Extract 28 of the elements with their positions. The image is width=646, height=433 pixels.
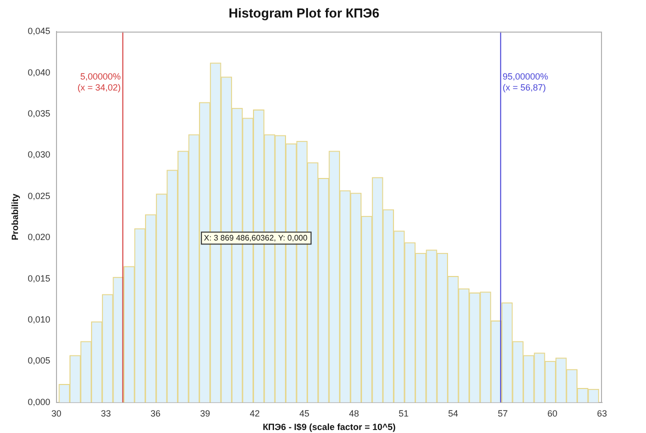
x-tick-label: 51 [398, 408, 409, 418]
y-tick-label: 0,000 [28, 396, 50, 407]
x-tick-label: 60 [547, 408, 558, 418]
y-tick-label: 0,030 [28, 150, 50, 160]
annotation: X: 3 869 486,60362, Y: 0,000 [204, 233, 308, 242]
x-tick-label: 57 [498, 408, 508, 418]
x-tick-label: 48 [348, 408, 359, 418]
y-axis-title: Probability [10, 194, 20, 240]
x-tick-label: 54 [448, 408, 458, 418]
y-tick-label: 0,025 [28, 190, 50, 201]
ref-line-label: 5,00000% (x = 34,02) [78, 72, 121, 93]
x-tick-label: 33 [100, 408, 111, 418]
y-tick-label: 0,005 [28, 356, 50, 366]
x-tick-label: 63 [596, 408, 608, 418]
ref-line-label: 95,00000% (x = 56,87) [502, 72, 548, 93]
x-tick-label: 30 [51, 408, 62, 418]
chart-title: Histogram Plot for КПЭ6 [228, 5, 380, 20]
x-tick-label: 45 [299, 408, 310, 418]
y-tick-label: 0,010 [28, 314, 50, 324]
y-tick-label: 0,035 [28, 108, 50, 118]
y-tick-label: 0,020 [28, 232, 50, 242]
x-axis-title: КПЭ6 - I$9 (scale factor = 10^5) [262, 422, 396, 432]
y-tick-label: 0,040 [28, 67, 50, 78]
y-tick-label: 0,045 [28, 26, 50, 36]
y-tick-label: 0,015 [28, 273, 50, 284]
x-tick-label: 39 [200, 408, 210, 418]
x-tick-label: 36 [150, 408, 161, 418]
x-tick-label: 42 [250, 408, 260, 418]
